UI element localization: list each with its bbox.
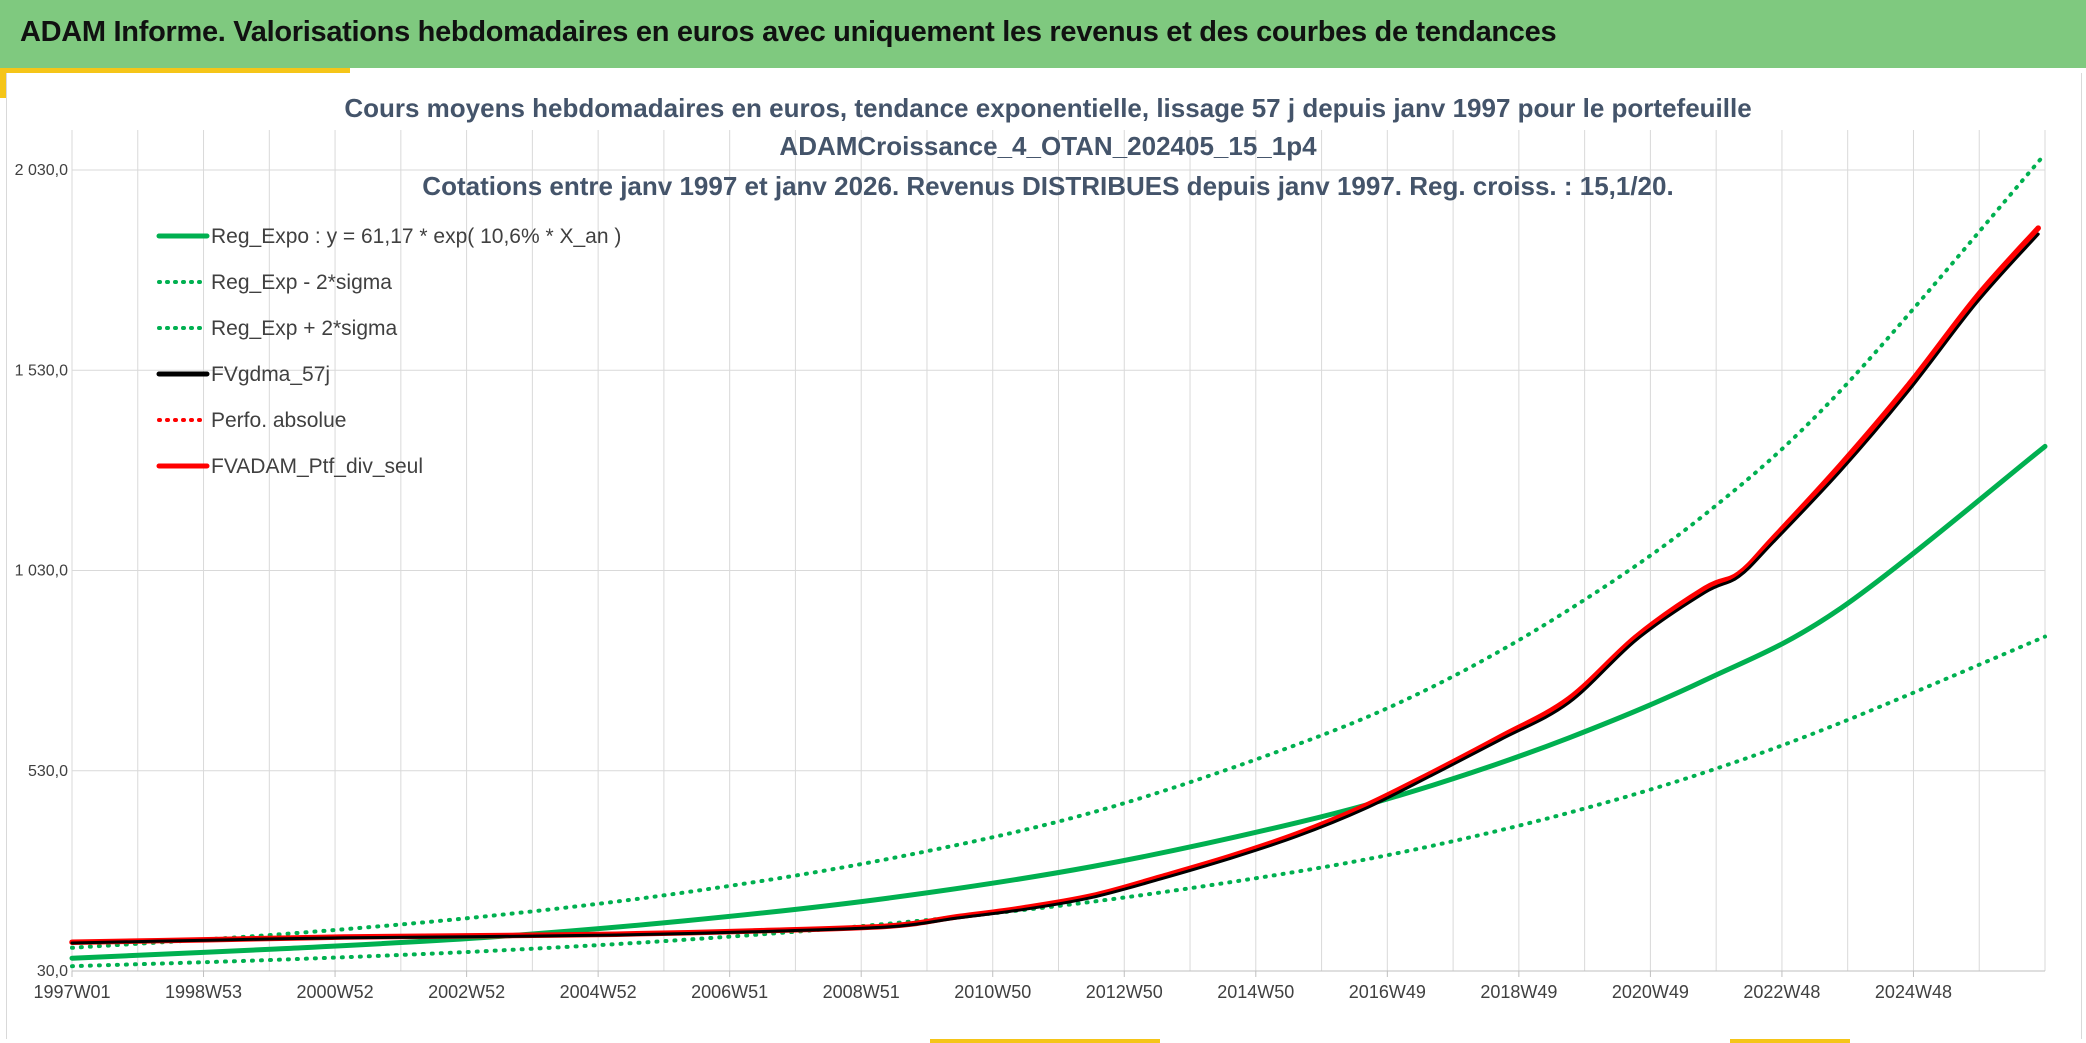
x-tick-label: 2018W49 xyxy=(1480,982,1557,1002)
accent-stripe-bottom xyxy=(930,1039,1160,1043)
page-title: ADAM Informe. Valorisations hebdomadaire… xyxy=(20,16,1557,48)
accent-stripe-bottom-right xyxy=(1730,1039,1850,1043)
legend-label: Reg_Exp - 2*sigma xyxy=(211,271,392,294)
y-tick-label: 1 030,0 xyxy=(15,563,68,580)
x-tick-label: 2004W52 xyxy=(560,982,637,1002)
legend-label: FVgdma_57j xyxy=(211,363,330,386)
accent-stripe-left xyxy=(0,68,7,98)
header-bar: ADAM Informe. Valorisations hebdomadaire… xyxy=(0,0,2086,68)
legend-label: Perfo. absolue xyxy=(211,409,346,432)
x-tick-label: 2020W49 xyxy=(1612,982,1689,1002)
chart-title: Cours moyens hebdomadaires en euros, ten… xyxy=(344,93,1751,123)
grid xyxy=(71,130,2046,972)
chart-titles: Cours moyens hebdomadaires en euros, ten… xyxy=(344,93,1751,201)
chart-subtitle: ADAMCroissance_4_OTAN_202405_15_1p4 xyxy=(779,131,1317,161)
y-tick-label: 30,0 xyxy=(37,963,68,980)
x-tick-label: 2014W50 xyxy=(1217,982,1294,1002)
x-tick-label: 2000W52 xyxy=(297,982,374,1002)
legend-label: FVADAM_Ptf_div_seul xyxy=(211,455,423,478)
chart-subtitle-2: Cotations entre janv 1997 et janv 2026. … xyxy=(422,171,1673,201)
series xyxy=(69,152,2048,969)
x-tick-label: 2012W50 xyxy=(1086,982,1163,1002)
x-tick-label: 2022W48 xyxy=(1743,982,1820,1002)
y-tick-label: 530,0 xyxy=(28,763,68,780)
x-tick-label: 2016W49 xyxy=(1349,982,1426,1002)
legend-label: Reg_Exp + 2*sigma xyxy=(211,317,398,340)
series-line-reg-expo-y-61-17-exp-10-6-x-an xyxy=(69,443,2048,961)
x-tick-label: 2008W51 xyxy=(823,982,900,1002)
chart-frame: 30,0 530,0 1 030,0 1 530,0 2 030,0 1997W01 199… xyxy=(6,73,2082,1039)
series-line-reg-exp-2-sigma xyxy=(70,634,2047,969)
axes: 30,0 530,0 1 030,0 1 530,0 2 030,0 1997W01 199… xyxy=(15,162,2045,1002)
x-tick-label: 1998W53 xyxy=(165,982,242,1002)
line-chart: 30,0 530,0 1 030,0 1 530,0 2 030,0 1997W01 199… xyxy=(15,93,2048,1002)
y-tick-label: 1 530,0 xyxy=(15,362,68,379)
x-tick-label: 2002W52 xyxy=(428,982,505,1002)
x-tick-label: 2006W51 xyxy=(691,982,768,1002)
legend: Reg_Expo : y = 61,17 * exp( 10,6% * X_an… xyxy=(156,225,621,478)
x-tick-label: 2010W50 xyxy=(954,982,1031,1002)
legend-label: Reg_Expo : y = 61,17 * exp( 10,6% * X_an… xyxy=(211,225,621,248)
series-line-fvgdma-57j xyxy=(70,232,2040,945)
y-tick-label: 2 030,0 xyxy=(15,162,68,179)
accent-stripe-top xyxy=(0,68,350,73)
x-tick-label: 1997W01 xyxy=(33,982,110,1002)
x-tick-label: 2024W48 xyxy=(1875,982,1952,1002)
